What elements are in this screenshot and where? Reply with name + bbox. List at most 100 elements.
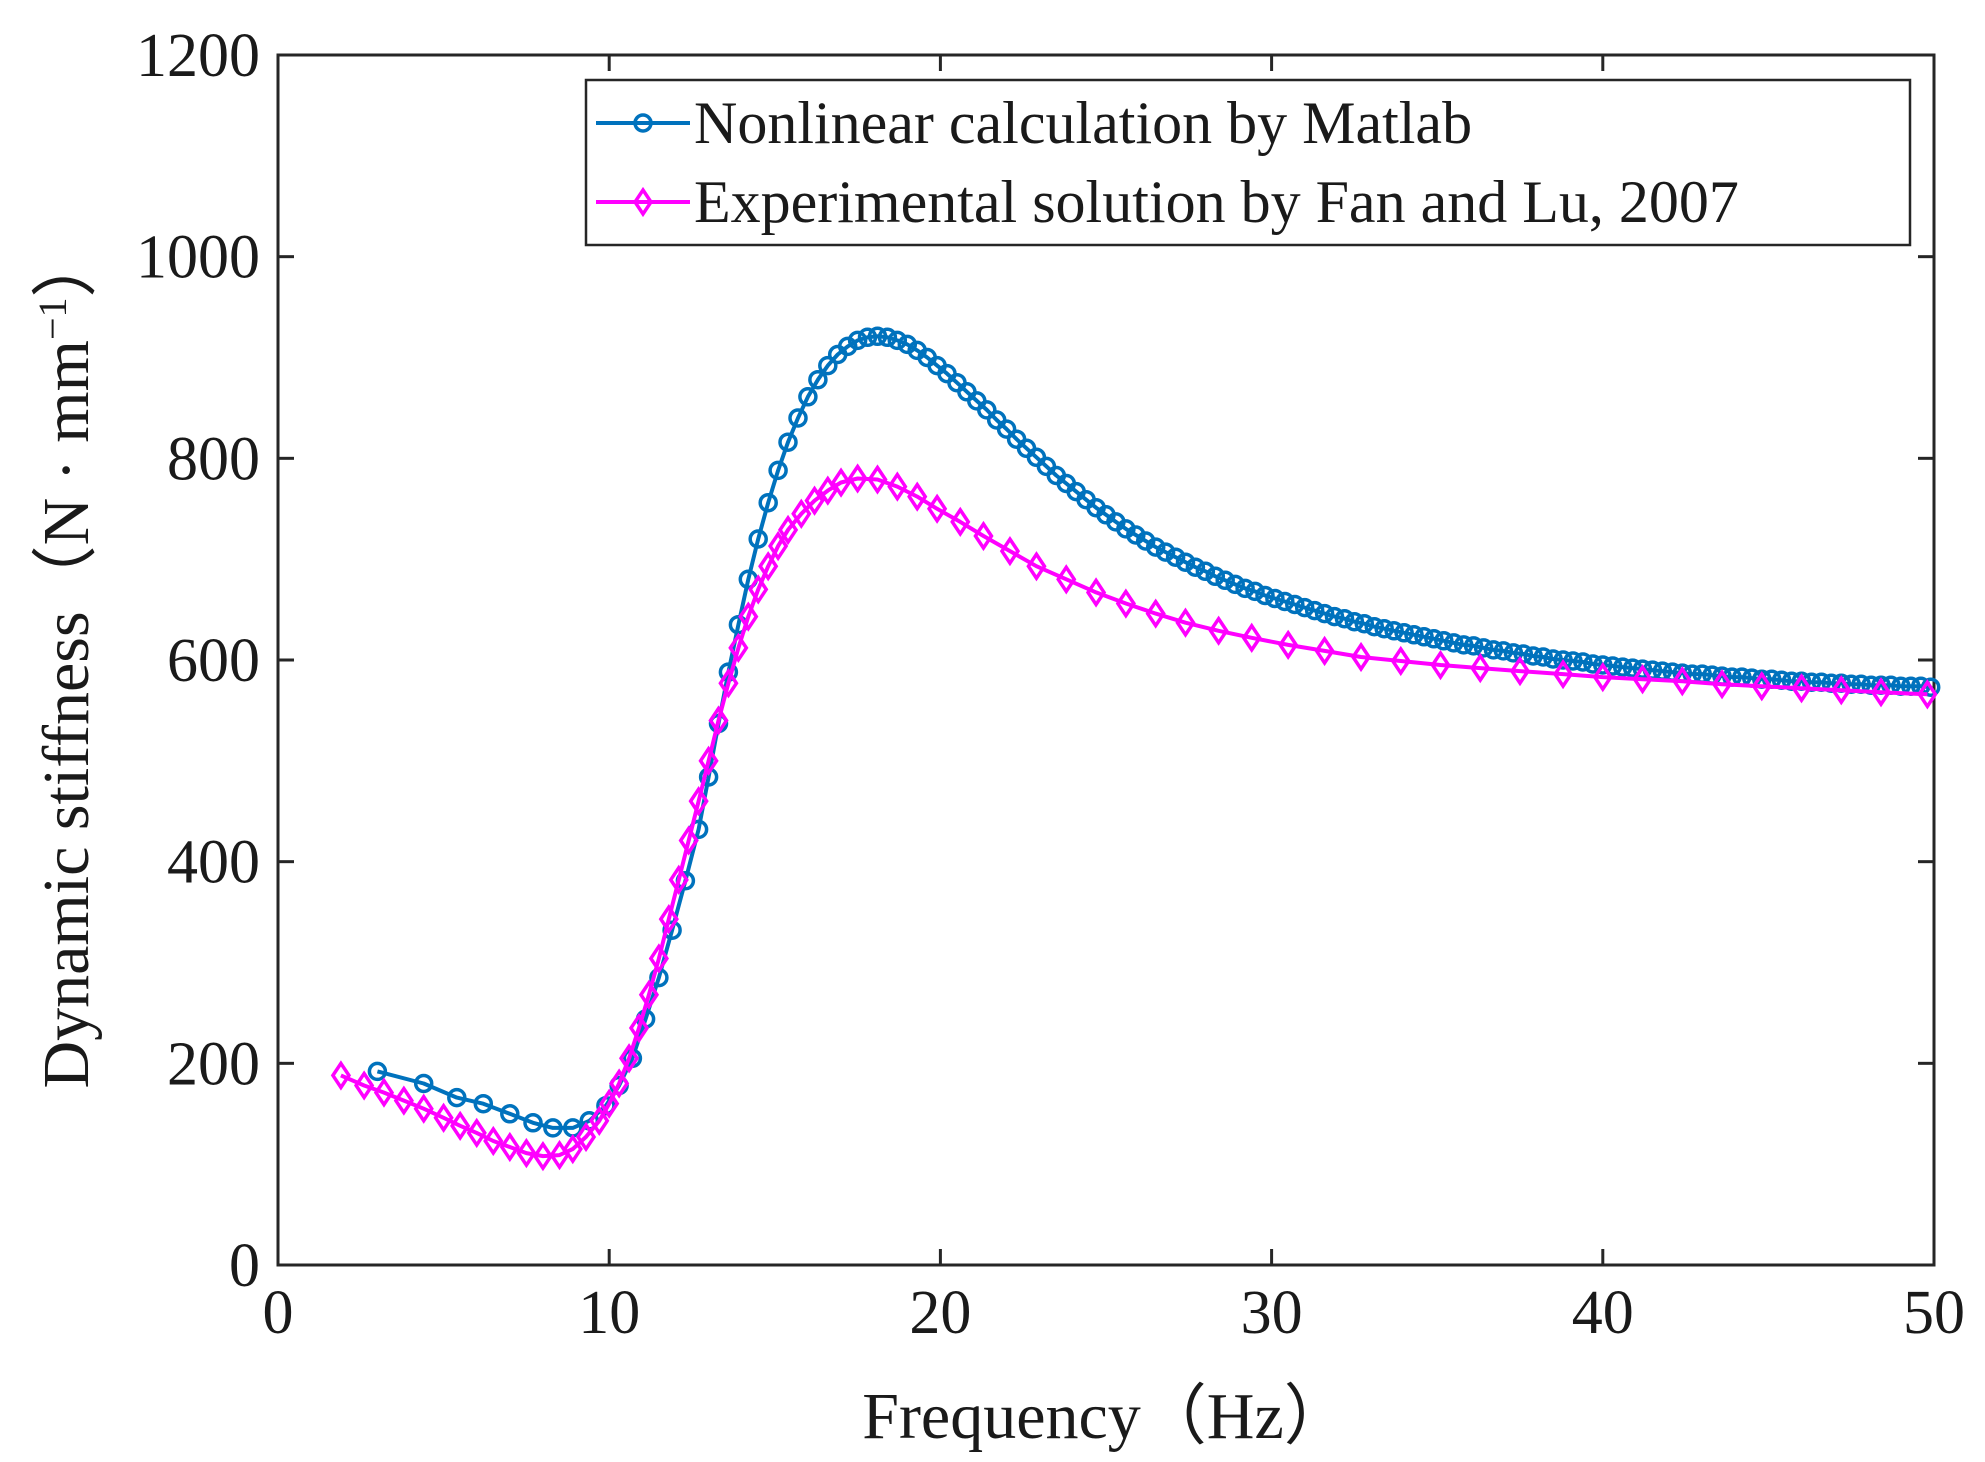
data-point bbox=[1612, 657, 1633, 677]
data-point bbox=[1225, 574, 1245, 595]
data-point bbox=[1145, 537, 1166, 557]
data-point bbox=[1831, 675, 1852, 706]
data-point bbox=[1791, 673, 1812, 704]
data-point bbox=[748, 529, 768, 549]
data-point bbox=[367, 1061, 388, 1082]
data-point bbox=[668, 864, 689, 895]
data-point bbox=[450, 1110, 471, 1142]
data-point bbox=[1314, 635, 1335, 667]
data-point bbox=[1424, 629, 1444, 649]
data-point bbox=[818, 355, 838, 376]
data-point bbox=[857, 327, 878, 348]
data-point bbox=[1390, 645, 1411, 677]
data-point bbox=[499, 1131, 520, 1163]
data-point bbox=[1563, 651, 1583, 671]
data-point bbox=[1632, 664, 1653, 695]
data-point bbox=[466, 1117, 487, 1149]
data-point bbox=[1434, 631, 1454, 651]
data-point bbox=[999, 535, 1021, 567]
data-point bbox=[1463, 636, 1484, 656]
data-point bbox=[473, 1093, 494, 1114]
y-tick-label: 400 bbox=[167, 829, 260, 897]
data-point bbox=[543, 1118, 563, 1138]
data-point bbox=[562, 1133, 583, 1165]
data-point bbox=[1205, 566, 1226, 587]
data-point bbox=[678, 825, 699, 856]
data-point bbox=[1711, 669, 1733, 700]
data-point bbox=[1115, 588, 1136, 619]
series-experimental bbox=[330, 463, 1938, 1172]
data-point bbox=[1503, 643, 1524, 663]
data-point bbox=[1026, 551, 1047, 582]
x-axis-title: Frequency（Hz） bbox=[862, 1380, 1350, 1453]
data-point bbox=[738, 601, 759, 632]
data-point bbox=[973, 520, 994, 552]
data-point bbox=[877, 327, 898, 348]
legend-box bbox=[584, 78, 1912, 247]
data-point bbox=[433, 1102, 454, 1133]
data-point bbox=[1175, 552, 1196, 572]
data-point bbox=[373, 1077, 395, 1108]
x-tick-labels: 0 10 20 30 40 50 bbox=[263, 1279, 1966, 1347]
data-point bbox=[1314, 603, 1335, 624]
data-point bbox=[413, 1093, 434, 1124]
x-tick-label: 50 bbox=[1903, 1279, 1965, 1347]
y-tick-label: 0 bbox=[229, 1232, 260, 1300]
data-point bbox=[758, 551, 779, 582]
data-point bbox=[1215, 570, 1235, 591]
data-point bbox=[1304, 600, 1325, 621]
data-point bbox=[1592, 661, 1613, 693]
data-point bbox=[728, 632, 749, 664]
data-point bbox=[1208, 615, 1229, 646]
data-point bbox=[950, 506, 971, 538]
data-point bbox=[887, 471, 908, 502]
x-tick-label: 10 bbox=[578, 1279, 640, 1347]
data-point bbox=[788, 408, 808, 428]
data-point bbox=[718, 668, 739, 699]
y-axis-title-main: Dynamic stiffness（N · mm bbox=[30, 340, 103, 1089]
y-tick-label: 600 bbox=[167, 627, 260, 695]
data-point bbox=[638, 979, 660, 1010]
data-point bbox=[1165, 547, 1186, 567]
data-point bbox=[1394, 623, 1414, 643]
data-point bbox=[1483, 640, 1504, 660]
data-point bbox=[1384, 621, 1404, 641]
data-point bbox=[847, 463, 868, 494]
data-point bbox=[1374, 618, 1394, 639]
data-point bbox=[330, 1060, 352, 1091]
data-point bbox=[1751, 671, 1772, 702]
data-point bbox=[1672, 666, 1693, 697]
y-tick-label: 800 bbox=[167, 425, 260, 493]
series-matlab bbox=[367, 326, 1941, 1138]
series-layer bbox=[330, 326, 1941, 1172]
data-point bbox=[658, 903, 679, 935]
data-point bbox=[1324, 606, 1345, 627]
data-point bbox=[523, 1113, 543, 1133]
x-tick-label: 30 bbox=[1241, 1279, 1303, 1347]
data-point bbox=[483, 1125, 504, 1157]
data-point bbox=[609, 1068, 630, 1099]
data-point bbox=[1509, 655, 1531, 687]
y-axis-title-superscript: −1 bbox=[30, 297, 75, 340]
data-point bbox=[1155, 542, 1176, 562]
data-point bbox=[1185, 557, 1206, 577]
data-point bbox=[1294, 597, 1315, 618]
data-point bbox=[648, 943, 669, 974]
data-point bbox=[907, 481, 928, 512]
data-point bbox=[768, 460, 788, 481]
data-point bbox=[599, 1088, 620, 1119]
data-point bbox=[1350, 641, 1372, 673]
data-point bbox=[1473, 638, 1494, 658]
data-point bbox=[1241, 622, 1262, 653]
x-tick-label: 0 bbox=[263, 1279, 294, 1347]
legend-label-experimental: Experimental solution by Fan and Lu, 200… bbox=[694, 169, 1739, 235]
x-tick-label: 40 bbox=[1572, 1279, 1634, 1347]
data-point bbox=[1056, 564, 1077, 595]
data-point bbox=[1285, 594, 1305, 615]
data-point bbox=[1493, 641, 1514, 661]
y-tick-label: 1000 bbox=[136, 224, 260, 292]
data-point bbox=[575, 1121, 597, 1153]
data-point bbox=[1404, 625, 1424, 645]
data-point bbox=[1553, 650, 1573, 670]
